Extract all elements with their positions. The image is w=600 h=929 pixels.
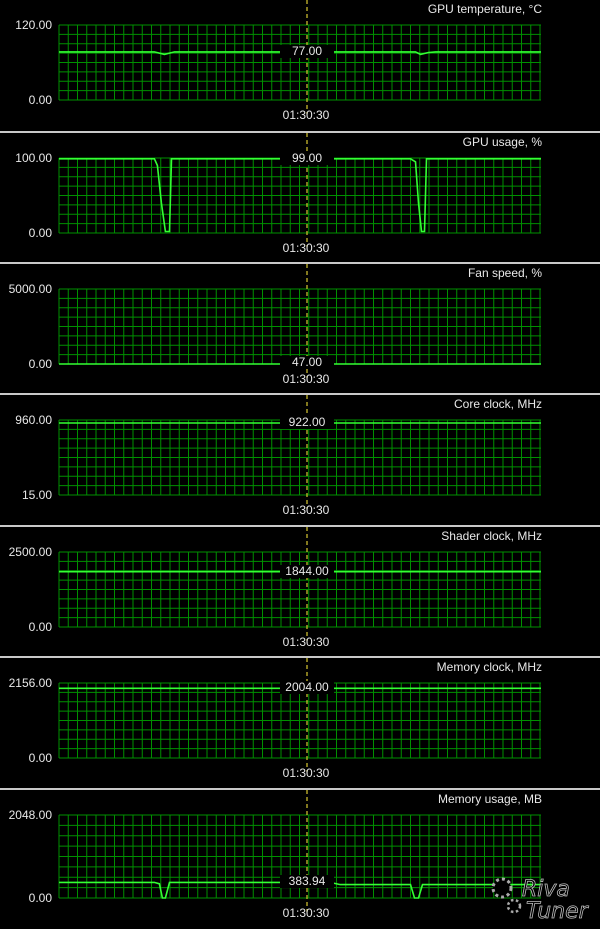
y-min-label: 0.00 — [28, 93, 52, 107]
series-line — [59, 881, 541, 899]
grid — [58, 288, 541, 365]
y-min-label: 0.00 — [28, 751, 52, 765]
current-value: 99.00 — [280, 151, 334, 165]
graph-panel[interactable]: Shader clock, MHz 2500.00 0.00 1844.00 01:30… — [0, 525, 600, 656]
current-value: 77.00 — [280, 44, 334, 58]
current-value: 922.00 — [280, 416, 334, 430]
y-max-label: 120.00 — [15, 18, 52, 32]
svg-text:Tuner: Tuner — [526, 899, 590, 924]
time-label: 01:30:30 — [282, 108, 330, 122]
time-label: 01:30:30 — [282, 241, 330, 255]
y-max-label: 960.00 — [15, 413, 52, 427]
panel-title: Fan speed, % — [467, 266, 542, 280]
series-line — [59, 157, 541, 233]
current-value: 383.94 — [280, 875, 334, 889]
grid — [58, 157, 541, 234]
grid — [58, 551, 541, 628]
y-min-label: 0.00 — [28, 891, 52, 905]
y-max-label: 2048.00 — [8, 808, 52, 822]
y-min-label: 0.00 — [28, 357, 52, 371]
y-min-label: 0.00 — [28, 226, 52, 240]
current-value: 47.00 — [280, 356, 334, 370]
graph-panel[interactable]: Memory usage, MB 2048.00 0.00 383.94 01:30:3… — [0, 788, 600, 927]
current-value: 1844.00 — [280, 564, 334, 578]
y-min-label: 15.00 — [21, 488, 52, 502]
grid — [58, 682, 541, 759]
time-label: 01:30:30 — [282, 635, 330, 649]
time-label: 01:30:30 — [282, 906, 330, 920]
grid — [58, 419, 541, 496]
graph-panel[interactable]: GPU usage, % 100.00 0.00 99.00 01:30:30 — [0, 131, 600, 262]
y-max-label: 100.00 — [15, 151, 52, 165]
graph-panel[interactable]: Fan speed, % 5000.00 0.00 47.00 01:30:30 — [0, 262, 600, 393]
time-label: 01:30:30 — [282, 503, 330, 517]
graph-panel[interactable]: GPU temperature, °C 120.00 0.00 77.00 01:30:… — [0, 0, 600, 131]
current-value: 2004.00 — [280, 681, 334, 695]
grid — [58, 24, 541, 101]
panel-title: Core clock, MHz — [453, 397, 542, 411]
y-min-label: 0.00 — [28, 620, 52, 634]
panel-title: GPU temperature, °C — [427, 2, 542, 16]
graph-canvas — [58, 658, 541, 772]
svg-text:Riva: Riva — [522, 877, 570, 902]
y-max-label: 2156.00 — [8, 676, 52, 690]
panel-title: Shader clock, MHz — [441, 529, 542, 543]
graph-panel[interactable]: Memory clock, MHz 2156.00 0.00 2004.00 01:30… — [0, 656, 600, 787]
time-label: 01:30:30 — [282, 766, 330, 780]
panel-title: Memory usage, MB — [437, 792, 542, 806]
panel-title: Memory clock, MHz — [436, 660, 542, 674]
graph-canvas — [58, 0, 541, 114]
time-label: 01:30:30 — [282, 372, 330, 386]
graph-canvas — [58, 133, 541, 247]
y-max-label: 5000.00 — [8, 282, 52, 296]
y-max-label: 2500.00 — [8, 545, 52, 559]
graph-panel[interactable]: Core clock, MHz 960.00 15.00 922.00 01:30:30 — [0, 393, 600, 524]
rivatuner-logo: Riva Tuner — [491, 877, 590, 924]
panel-title: GPU usage, % — [462, 135, 542, 149]
